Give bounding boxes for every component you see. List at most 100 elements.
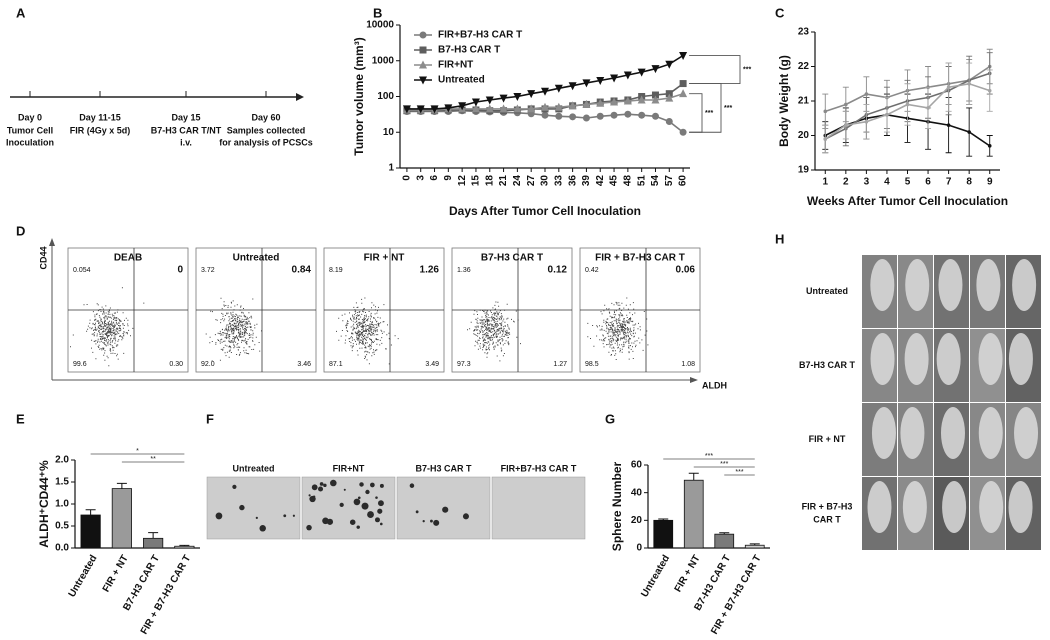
x-tick-label: Untreated bbox=[639, 553, 672, 599]
legend-label: FIR+B7-H3 CAR T bbox=[438, 30, 522, 41]
flow-y-arrowhead bbox=[49, 238, 55, 246]
legend-marker bbox=[419, 60, 427, 69]
data-point bbox=[624, 110, 632, 118]
sphere-image bbox=[206, 476, 301, 540]
x-tick-label: 24 bbox=[512, 175, 523, 187]
significance-bracket bbox=[689, 93, 703, 133]
bar bbox=[744, 544, 765, 549]
error-bar bbox=[148, 532, 159, 539]
quadrant-ur: 0.84 bbox=[292, 265, 312, 276]
quadrant-ll: 92.0 bbox=[201, 361, 215, 368]
data-point bbox=[402, 105, 411, 114]
event-description: Inoculation bbox=[6, 137, 54, 147]
data-point bbox=[637, 95, 646, 104]
sphere-blob bbox=[367, 511, 374, 518]
sphere-blob bbox=[365, 489, 370, 495]
x-tick-label: 51 bbox=[636, 175, 647, 187]
sphere-blob bbox=[361, 502, 369, 510]
flow-plot-title: Untreated bbox=[233, 253, 280, 264]
mouse-body bbox=[936, 333, 961, 385]
x-tick-label: 48 bbox=[622, 175, 633, 187]
row-label: FIR + NT bbox=[809, 434, 846, 444]
x-tick-label: 42 bbox=[595, 175, 606, 187]
y-tick-label: 0.0 bbox=[55, 543, 69, 554]
error-bar bbox=[688, 472, 699, 481]
x-tick-label: 57 bbox=[664, 175, 675, 187]
quadrant-ul: 3.72 bbox=[201, 267, 215, 274]
quadrant-lr: 3.46 bbox=[297, 361, 311, 368]
data-point bbox=[499, 94, 508, 103]
y-tick-label: 1000 bbox=[372, 55, 395, 66]
flow-x-arrowhead bbox=[690, 377, 698, 383]
sphere-blob bbox=[415, 510, 419, 514]
data-point bbox=[596, 77, 605, 86]
significance-label: *** bbox=[705, 453, 713, 460]
data-point bbox=[967, 81, 971, 86]
y-tick-label: 60 bbox=[631, 460, 643, 471]
sphere-blob bbox=[309, 495, 316, 503]
significance-label: * bbox=[136, 448, 139, 455]
y-tick-label: 0.5 bbox=[55, 521, 69, 532]
mouse-body bbox=[1014, 407, 1039, 459]
event-description: Tumor Cell bbox=[7, 125, 53, 135]
bar bbox=[683, 479, 704, 549]
data-point bbox=[823, 109, 828, 114]
sphere-blob bbox=[377, 508, 383, 514]
panel-letter: F bbox=[206, 411, 214, 426]
sphere-blob bbox=[377, 500, 384, 507]
flow-plot-title: FIR + B7-H3 CAR T bbox=[595, 253, 685, 264]
flow-events bbox=[467, 301, 521, 362]
y-axis-label: Body Weight (g) bbox=[777, 55, 791, 147]
data-point bbox=[513, 104, 522, 113]
panel-letter: C bbox=[775, 5, 785, 20]
data-point bbox=[637, 68, 646, 77]
bar bbox=[653, 519, 674, 549]
data-point bbox=[554, 102, 563, 111]
quadrant-lr: 1.08 bbox=[681, 361, 695, 368]
y-axis-label: Sphere Number bbox=[610, 461, 624, 551]
quadrant-ll: 98.5 bbox=[585, 361, 599, 368]
x-tick-label: 7 bbox=[946, 177, 952, 188]
data-point bbox=[471, 104, 480, 113]
data-point bbox=[416, 105, 425, 114]
mouse-body bbox=[1012, 259, 1037, 311]
x-tick-label: 60 bbox=[678, 175, 689, 187]
data-point bbox=[623, 71, 632, 80]
error-bar bbox=[85, 509, 96, 515]
data-point bbox=[555, 112, 563, 120]
significance-label: *** bbox=[724, 105, 732, 112]
data-point bbox=[623, 96, 632, 105]
data-point bbox=[596, 98, 605, 107]
significance-label: ** bbox=[150, 456, 156, 463]
data-point bbox=[458, 102, 467, 111]
y-tick-label: 23 bbox=[798, 27, 810, 38]
event-description: B7-H3 CAR T/NT bbox=[151, 125, 222, 135]
sphere-blob bbox=[375, 496, 378, 499]
timeline-arrowhead bbox=[296, 93, 304, 101]
sphere-blob bbox=[370, 482, 375, 488]
data-point bbox=[665, 93, 674, 102]
quadrant-lr: 0.30 bbox=[169, 361, 183, 368]
sphere-image bbox=[491, 476, 586, 540]
mouse-body bbox=[940, 407, 965, 459]
x-tick-label: 4 bbox=[884, 177, 890, 188]
sphere-blob bbox=[353, 498, 361, 506]
data-point bbox=[541, 111, 549, 119]
row-label: Untreated bbox=[806, 286, 848, 296]
data-point bbox=[665, 117, 673, 125]
data-point bbox=[485, 96, 494, 105]
flow-plot-title: B7-H3 CAR T bbox=[481, 253, 543, 264]
row-label: B7-H3 CAR T bbox=[799, 360, 856, 370]
sphere-blob bbox=[255, 516, 258, 519]
y-tick-label: 20 bbox=[798, 130, 810, 141]
panel-letter: G bbox=[605, 411, 615, 426]
data-point bbox=[651, 95, 660, 104]
data-point bbox=[527, 90, 536, 99]
sphere-blob bbox=[311, 484, 318, 491]
y-tick-label: 1.0 bbox=[55, 499, 69, 510]
quadrant-ul: 8.19 bbox=[329, 267, 343, 274]
x-tick-label: 27 bbox=[526, 175, 537, 187]
x-tick-label: 5 bbox=[905, 177, 911, 188]
data-point bbox=[967, 130, 971, 134]
